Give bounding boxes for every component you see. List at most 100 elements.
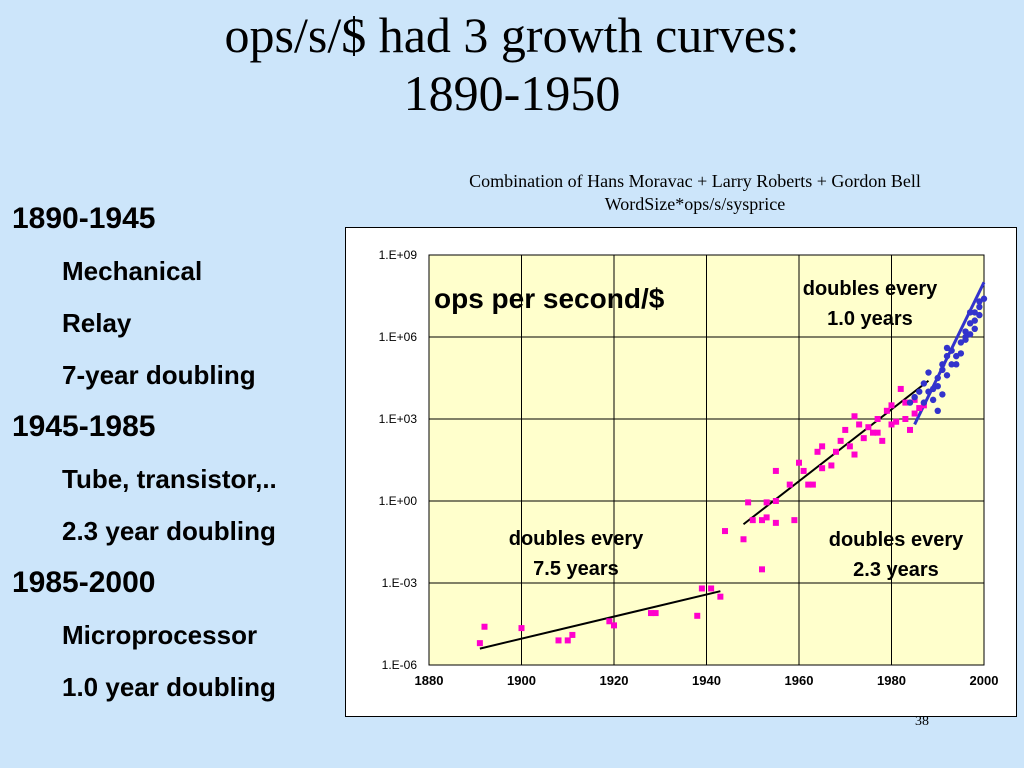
- data-point: [481, 623, 488, 630]
- data-point: [934, 374, 941, 382]
- data-point: [953, 352, 960, 360]
- data-point: [948, 347, 955, 354]
- data-point: [763, 514, 770, 521]
- data-point: [842, 426, 849, 433]
- data-point: [966, 309, 974, 316]
- data-point: [976, 311, 983, 319]
- data-point: [791, 517, 798, 524]
- x-tick-label: 1960: [785, 673, 814, 688]
- data-point: [920, 380, 928, 387]
- data-point: [976, 298, 983, 305]
- bullet-detail: 7-year doubling: [62, 360, 256, 390]
- source-caption-line2: WordSize*ops/s/sysprice: [604, 194, 786, 214]
- bullet-detail: Tube, transistor,..: [62, 464, 277, 494]
- data-point: [648, 610, 654, 617]
- data-point: [796, 459, 802, 466]
- slide-title-line1: ops/s/$ had 3 growth curves:: [224, 7, 800, 63]
- x-tick-label: 2000: [970, 673, 999, 688]
- bullet-detail: 2.3 year doubling: [62, 516, 276, 546]
- source-caption-line1: Combination of Hans Moravac + Larry Robe…: [469, 171, 921, 191]
- y-tick-label: 1.E+09: [379, 248, 418, 262]
- slide-number: 38: [915, 714, 929, 729]
- data-point: [939, 391, 946, 398]
- data-point: [957, 339, 965, 346]
- y-tick-label: 1.E-03: [382, 576, 418, 590]
- data-point: [518, 625, 525, 632]
- data-point: [772, 519, 779, 526]
- data-point: [694, 612, 701, 619]
- y-tick-label: 1.E-06: [382, 658, 418, 672]
- data-point: [902, 399, 909, 406]
- data-point: [851, 451, 858, 458]
- data-point: [786, 481, 793, 488]
- data-point: [856, 421, 863, 428]
- data-point: [939, 366, 946, 373]
- data-point: [916, 388, 923, 395]
- annotation-label: 2.3 years: [853, 559, 939, 581]
- data-point: [943, 352, 951, 360]
- data-point: [611, 622, 617, 629]
- data-point: [962, 333, 969, 341]
- bullet-period: 1890-1945: [12, 202, 156, 235]
- data-point: [814, 448, 821, 455]
- x-tick-label: 1980: [877, 673, 906, 688]
- data-point: [902, 416, 909, 422]
- y-tick-label: 1.E+03: [379, 412, 418, 426]
- data-point: [879, 437, 886, 444]
- data-point: [966, 331, 974, 338]
- data-point: [976, 303, 983, 311]
- data-point: [652, 610, 659, 617]
- data-point: [939, 361, 946, 368]
- data-point: [943, 372, 951, 379]
- data-point: [934, 383, 941, 390]
- data-point: [929, 396, 937, 404]
- data-point: [708, 585, 715, 592]
- data-point: [476, 640, 483, 647]
- data-point: [717, 593, 724, 600]
- data-point: [962, 328, 969, 335]
- data-point: [980, 295, 988, 302]
- data-point: [929, 385, 937, 393]
- data-point: [819, 443, 826, 450]
- data-point: [606, 618, 613, 625]
- data-point: [860, 435, 867, 442]
- data-point: [971, 325, 978, 332]
- data-point: [833, 448, 839, 455]
- data-point: [555, 637, 562, 644]
- chart-source-caption: Combination of Hans Moravac + Larry Robe…: [395, 170, 995, 216]
- annotation-label: 7.5 years: [533, 558, 619, 580]
- slide-title-line2: 1890-1950: [403, 65, 621, 121]
- chart-frame: 1880 1900 1920 1940 1960 1980 2000 1.E-06 1.E-03…: [345, 227, 1017, 717]
- data-point: [772, 498, 779, 504]
- data-point: [828, 462, 835, 469]
- trend-line: [479, 590, 721, 650]
- data-point: [943, 344, 951, 352]
- data-point: [809, 481, 816, 488]
- data-point: [911, 393, 918, 401]
- data-point: [819, 465, 826, 472]
- data-point: [745, 499, 752, 506]
- data-point: [564, 637, 571, 644]
- bullet-detail: Relay: [62, 308, 132, 338]
- data-point: [874, 416, 881, 422]
- data-point: [888, 402, 895, 409]
- data-point: [888, 421, 895, 428]
- slide-title: ops/s/$ had 3 growth curves: 1890-1950: [0, 6, 1024, 122]
- x-tick-label: 1880: [415, 673, 444, 688]
- chart-title: ops per second/$: [434, 283, 665, 314]
- data-point: [740, 536, 747, 543]
- bullet-period: 1985-2000: [12, 566, 156, 599]
- data-point: [934, 407, 941, 414]
- data-point: [800, 467, 807, 474]
- data-point: [906, 399, 914, 406]
- y-tick-label: 1.E+06: [379, 330, 418, 344]
- data-point: [759, 517, 765, 524]
- data-point: [971, 317, 978, 324]
- data-point: [846, 443, 853, 450]
- annotation-label: doubles every: [509, 528, 644, 550]
- data-point: [805, 481, 812, 488]
- data-point: [925, 388, 932, 395]
- data-point: [883, 407, 890, 414]
- data-point: [874, 429, 881, 436]
- annotation-label: doubles every: [829, 529, 964, 551]
